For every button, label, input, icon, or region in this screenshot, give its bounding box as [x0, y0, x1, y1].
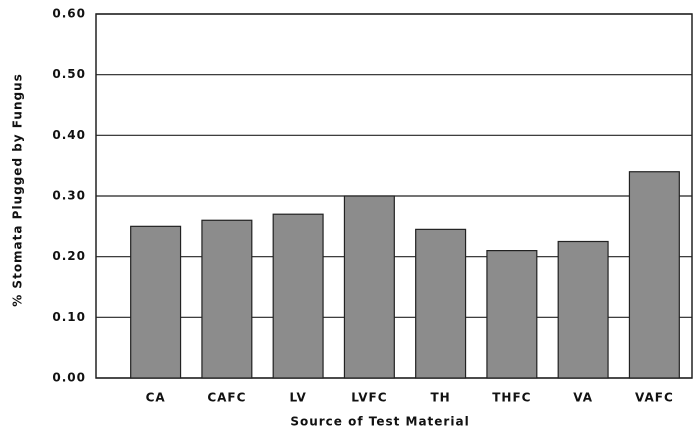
x-tick-label: VAFC — [635, 391, 674, 405]
x-tick-label: LVFC — [351, 391, 387, 405]
bar — [130, 225, 182, 379]
bar — [557, 240, 609, 379]
bar — [343, 195, 395, 379]
bar — [272, 213, 324, 379]
bar — [486, 250, 538, 379]
x-tick-label: CA — [146, 391, 166, 405]
x-tick-label: THFC — [492, 391, 531, 405]
y-tick-label: 0.10 — [52, 310, 86, 324]
y-axis-label: % Stomata Plugged by Fungus — [11, 73, 25, 307]
x-axis-label: Source of Test Material — [290, 415, 469, 429]
y-tick-label: 0.20 — [52, 249, 86, 263]
y-tick-label: 0.40 — [52, 128, 86, 142]
y-tick-label: 0.50 — [52, 67, 86, 81]
x-tick-label: CAFC — [207, 391, 246, 405]
bar — [415, 228, 467, 379]
bar — [201, 219, 253, 379]
bar — [628, 171, 680, 379]
x-tick-label: VA — [573, 391, 593, 405]
x-tick-label: LV — [289, 391, 306, 405]
x-tick-label: TH — [431, 391, 451, 405]
y-tick-label: 0.60 — [52, 7, 86, 21]
y-tick-label: 0.00 — [52, 371, 86, 385]
y-tick-label: 0.30 — [52, 189, 86, 203]
